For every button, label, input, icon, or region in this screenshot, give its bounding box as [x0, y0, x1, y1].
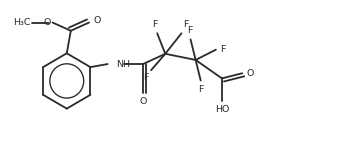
- Text: O: O: [246, 69, 254, 78]
- Text: F: F: [183, 20, 189, 29]
- Text: F: F: [198, 84, 203, 93]
- Text: NH: NH: [116, 60, 130, 69]
- Text: O: O: [93, 16, 101, 25]
- Text: F: F: [220, 45, 225, 54]
- Text: F: F: [152, 20, 158, 29]
- Text: F: F: [187, 26, 192, 35]
- Text: F: F: [143, 73, 148, 82]
- Text: O: O: [43, 18, 50, 27]
- Text: HO: HO: [215, 105, 229, 114]
- Text: O: O: [139, 97, 147, 106]
- Text: H₃C: H₃C: [13, 18, 30, 27]
